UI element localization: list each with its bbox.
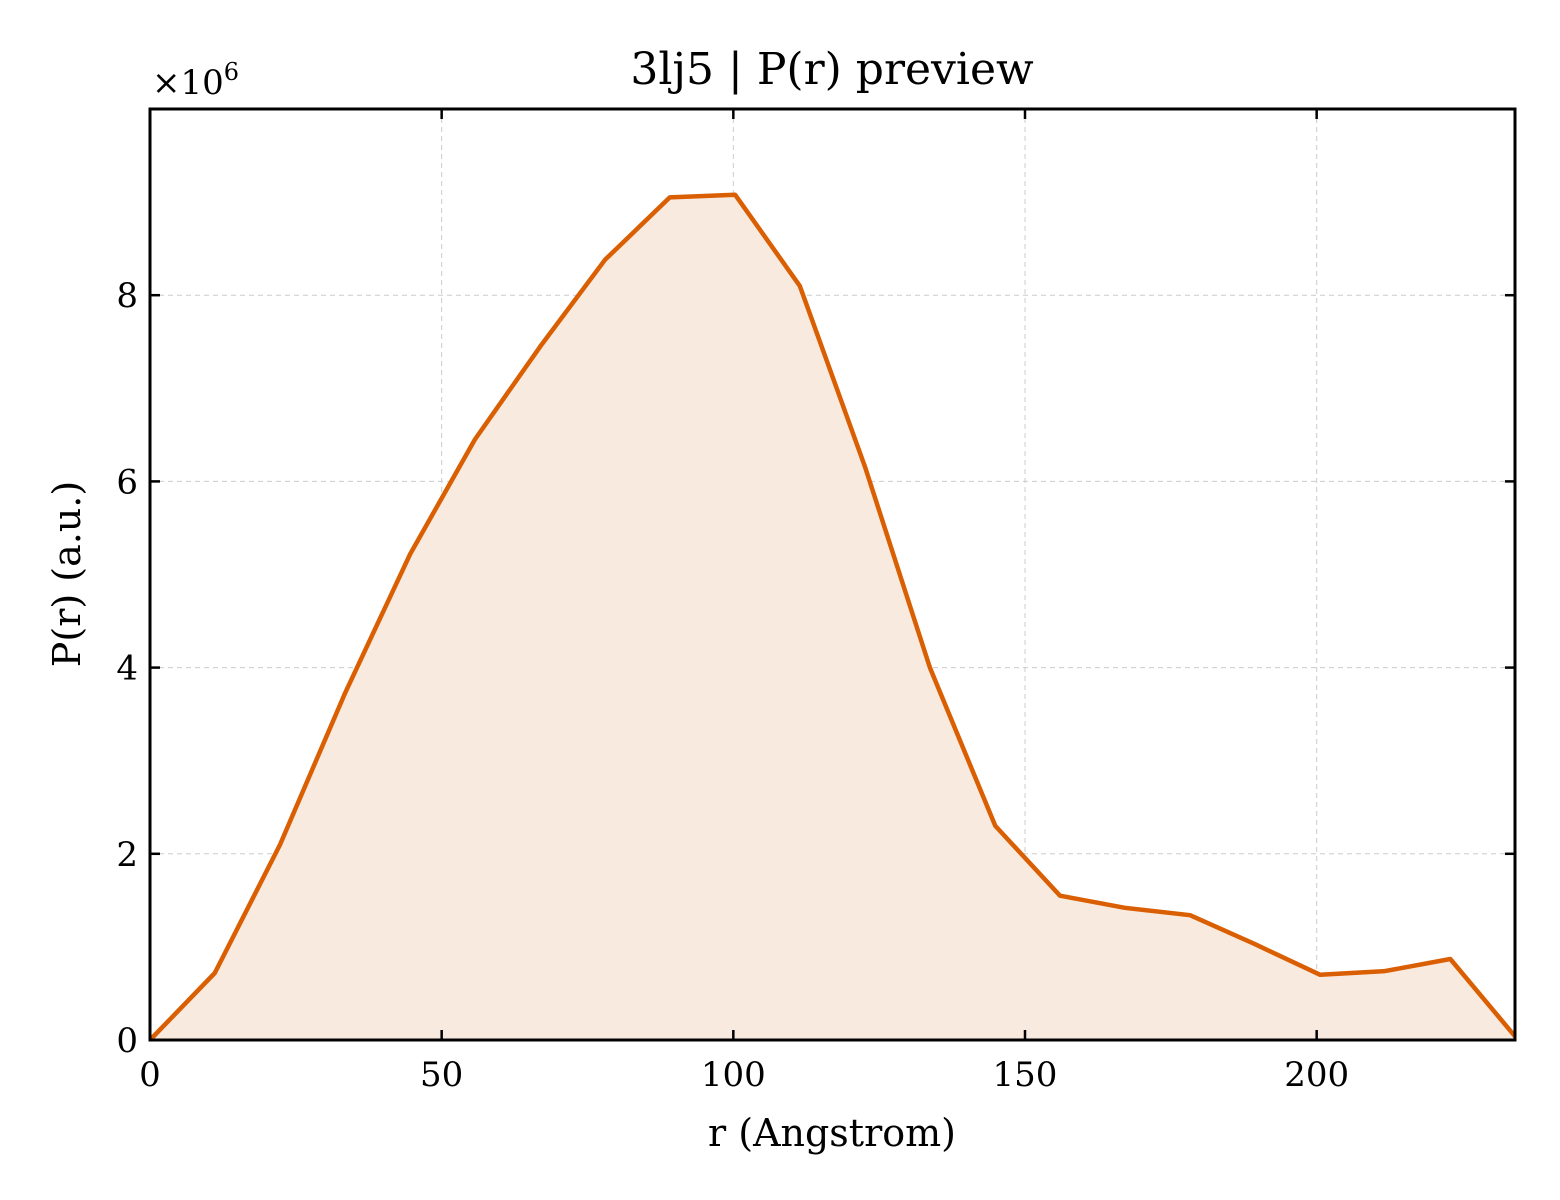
pr-area-fill: [150, 194, 1515, 1040]
y-tick-label: 8: [116, 276, 138, 316]
y-axis-label: P(r) (a.u.): [45, 481, 89, 667]
x-tick-label: 50: [420, 1055, 463, 1095]
x-tick-label: 200: [1284, 1055, 1349, 1095]
y-axis-multiplier-exponent: 6: [224, 58, 239, 86]
y-tick-label: 4: [116, 649, 138, 689]
axis-ticks: 0 50 100 150 200 0 2 4 6 8: [116, 109, 1515, 1095]
y-tick-label: 6: [116, 462, 138, 502]
x-tick-label: 0: [139, 1055, 161, 1095]
pr-series-line: [148, 192, 1517, 1042]
x-tick-label: 150: [993, 1055, 1058, 1095]
y-tick-label: 2: [116, 835, 138, 875]
y-axis-multiplier: ×106: [152, 58, 239, 103]
chart-title: 3lj5 | P(r) preview: [630, 44, 1034, 95]
x-tick-label: 100: [701, 1055, 766, 1095]
y-axis-multiplier-base: ×10: [152, 63, 224, 103]
plot-frame: [148, 107, 1517, 1042]
y-tick-label: 0: [116, 1021, 138, 1061]
x-axis-label: r (Angstrom): [708, 1111, 956, 1155]
